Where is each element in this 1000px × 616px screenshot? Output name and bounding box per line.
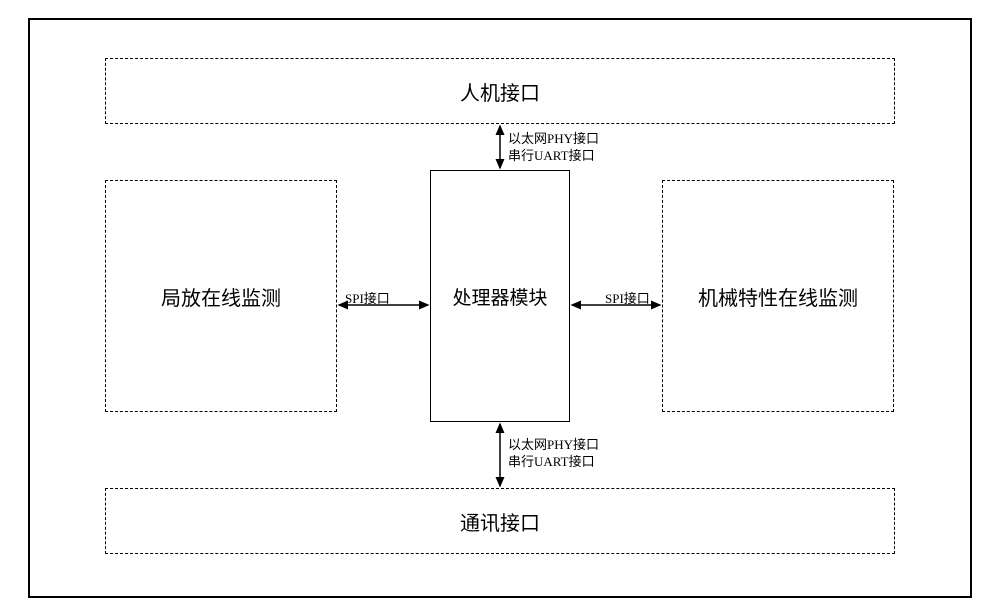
- edge-label-bottom2-text: 串行UART接口: [508, 454, 595, 469]
- edge-label-top2-text: 串行UART接口: [508, 148, 595, 163]
- edge-label-bottom1-text: 以太网PHY接口: [508, 437, 599, 452]
- edge-label-top1-text: 以太网PHY接口: [508, 131, 599, 146]
- edge-label-right-text: SPI接口: [605, 291, 650, 306]
- diagram-canvas: 人机接口 局放在线监测 处理器模块 机械特性在线监测 通讯接口 以太网PHY接口…: [0, 0, 1000, 616]
- edge-label-bottom2: 串行UART接口: [508, 451, 595, 470]
- edge-label-right: SPI接口: [605, 288, 650, 307]
- arrow-top: [0, 0, 1000, 616]
- edge-label-left: SPI接口: [345, 288, 390, 307]
- edge-label-left-text: SPI接口: [345, 291, 390, 306]
- edge-label-top2: 串行UART接口: [508, 145, 595, 164]
